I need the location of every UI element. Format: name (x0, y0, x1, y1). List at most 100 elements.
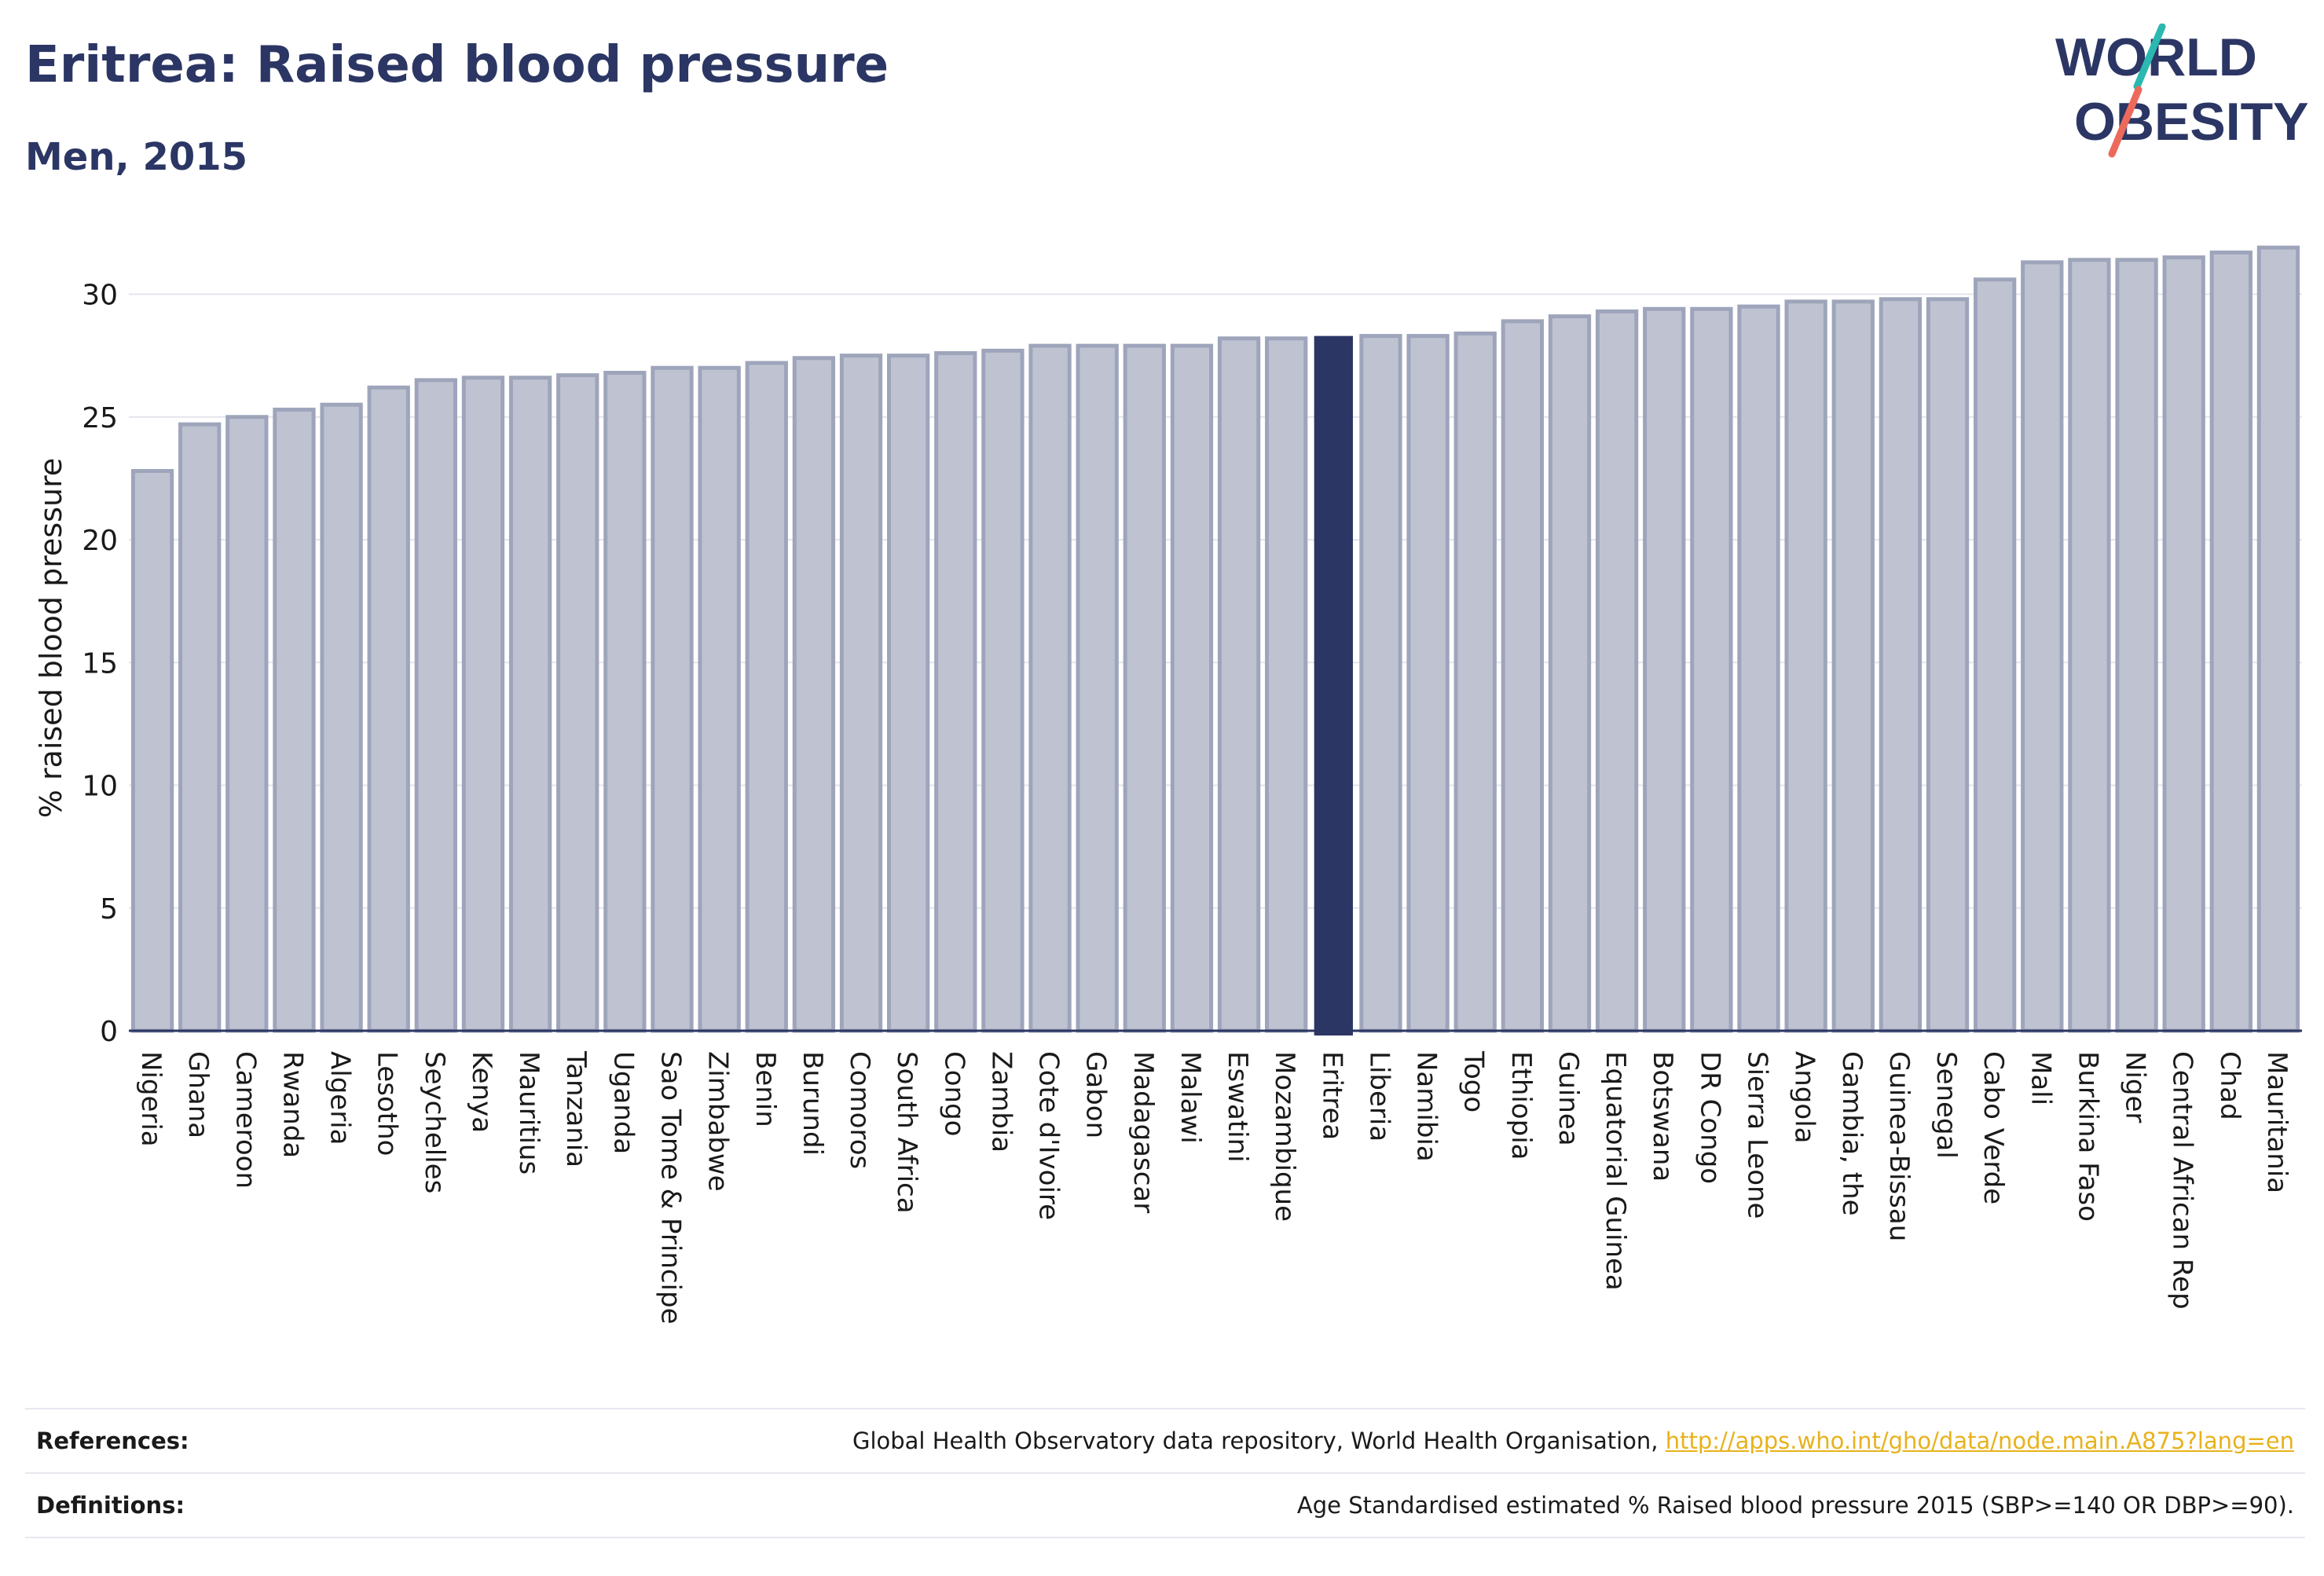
bar (130, 469, 174, 1033)
x-category-label: Mali (2025, 1051, 2056, 1105)
x-category-label: Gambia, the (1836, 1051, 1868, 1216)
y-ticks: 0 5 10 15 20 25 30 (82, 280, 118, 1049)
x-category-label: Sao Tome & Principe (655, 1051, 687, 1325)
definitions-row: Definitions: Age Standardised estimated … (25, 1474, 2305, 1538)
bar (1453, 332, 1497, 1033)
bar-highlighted (1314, 335, 1353, 1035)
x-category-label: Guinea (1552, 1051, 1584, 1146)
x-category-label: Guinea-Bissau (1883, 1051, 1915, 1241)
bars-layer (130, 245, 2300, 1035)
x-category-label: Ghana (182, 1051, 214, 1138)
bar (1076, 343, 1119, 1033)
x-category-label: Zambia (985, 1051, 1017, 1153)
x-category-label: DR Congo (1694, 1051, 1725, 1184)
x-category-label: Niger (2120, 1051, 2151, 1123)
x-category-label: Botswana (1647, 1051, 1678, 1182)
y-tick-label: 20 (82, 525, 118, 557)
x-category-label: Central African Rep (2167, 1051, 2198, 1310)
bar (886, 354, 930, 1033)
x-category-label: Madagascar (1127, 1051, 1159, 1213)
x-category-label: Gabon (1080, 1051, 1112, 1138)
bar (1123, 343, 1166, 1033)
bar (603, 371, 647, 1033)
y-axis-title: % raised blood pressure (34, 458, 68, 819)
x-category-labels: Nigeria Ghana Cameroon Rwanda Algeria Lesotho… (135, 1050, 2293, 1325)
bar (1406, 334, 1450, 1033)
page-title: Eritrea: Raised blood pressure (25, 36, 889, 94)
bar (367, 385, 410, 1033)
bar (1501, 319, 1545, 1033)
references-text: Global Health Observatory data repositor… (852, 1428, 1666, 1454)
x-category-label: Liberia (1363, 1051, 1395, 1142)
x-category-label: Namibia (1411, 1051, 1442, 1162)
y-tick-label: 5 (100, 893, 118, 925)
bar (1643, 306, 1686, 1033)
bar (2256, 245, 2300, 1033)
logo-slash-coral (2108, 86, 2143, 158)
bar (651, 365, 694, 1033)
x-category-label: Angola (1789, 1051, 1820, 1143)
x-category-label: Malawi (1175, 1051, 1206, 1144)
x-category-label: Nigeria (135, 1051, 167, 1147)
x-category-label: Seychelles (419, 1051, 450, 1193)
x-category-label: Eritrea (1316, 1051, 1347, 1140)
bar (1737, 304, 1780, 1033)
bar (1879, 297, 1923, 1033)
bar (556, 373, 599, 1033)
references-link[interactable]: http://apps.who.int/gho/data/node.main.A… (1665, 1428, 2294, 1454)
x-category-label: Ethiopia (1505, 1051, 1537, 1160)
x-category-label: Zimbabwe (702, 1051, 734, 1192)
bar (2068, 258, 2111, 1033)
bar (1690, 306, 1733, 1033)
y-tick-label: 25 (82, 402, 118, 434)
bar (1548, 314, 1592, 1033)
definitions-label: Definitions: (36, 1492, 185, 1519)
x-category-label: South Africa (891, 1051, 922, 1214)
bar (1170, 343, 1214, 1033)
x-category-label: Comoros (844, 1051, 875, 1169)
x-category-label: Burkina Faso (2072, 1051, 2103, 1222)
bar (1831, 299, 1875, 1033)
bar (461, 376, 505, 1033)
references-table: References: Global Health Observatory da… (25, 1408, 2305, 1538)
y-tick-label: 0 (100, 1016, 118, 1048)
bar (1926, 297, 1970, 1033)
bar (745, 361, 788, 1033)
x-category-label: Algeria (324, 1051, 356, 1145)
bar-chart: 0 5 10 15 20 25 30 Nigeria Ghana Cameroon Rwanda A… (34, 245, 2302, 1325)
bar (225, 415, 269, 1033)
x-category-label: Togo (1458, 1050, 1490, 1112)
bar (414, 378, 458, 1033)
definitions-text: Age Standardised estimated % Raised bloo… (1296, 1492, 2294, 1519)
bar (2115, 258, 2158, 1033)
x-category-label: Cameroon (229, 1051, 261, 1189)
world-obesity-logo[interactable]: WORLD OBESITY (2052, 24, 2311, 165)
x-category-label: Sierra Leone (1742, 1051, 1773, 1219)
bar (1359, 334, 1402, 1033)
x-category-label: Chad (2214, 1051, 2245, 1120)
bar (178, 422, 222, 1033)
bar (1028, 343, 1072, 1033)
bar (1973, 277, 2017, 1033)
bar (2209, 250, 2253, 1033)
x-category-label: Rwanda (277, 1051, 308, 1158)
x-category-label: Mauritius (513, 1051, 544, 1175)
x-category-label: Tanzania (560, 1050, 592, 1167)
x-category-label: Mozambique (1269, 1051, 1300, 1222)
logo-slash-teal (2133, 24, 2166, 90)
bar (320, 402, 363, 1033)
page-subtitle: Men, 2015 (25, 135, 248, 179)
bar (1217, 336, 1261, 1033)
bar (1595, 309, 1639, 1033)
x-category-label: Senegal (1930, 1051, 1962, 1159)
x-category-label: Benin (750, 1051, 781, 1127)
bar (792, 356, 836, 1033)
bar (2162, 255, 2205, 1033)
x-category-label: Congo (938, 1051, 970, 1136)
bar (1265, 336, 1308, 1033)
x-category-label: Equatorial Guinea (1600, 1051, 1631, 1291)
references-row: References: Global Health Observatory da… (25, 1409, 2305, 1474)
x-category-label: Cabo Verde (1978, 1051, 2009, 1204)
x-category-label: Burundi (797, 1051, 828, 1156)
y-tick-label: 30 (82, 280, 118, 312)
